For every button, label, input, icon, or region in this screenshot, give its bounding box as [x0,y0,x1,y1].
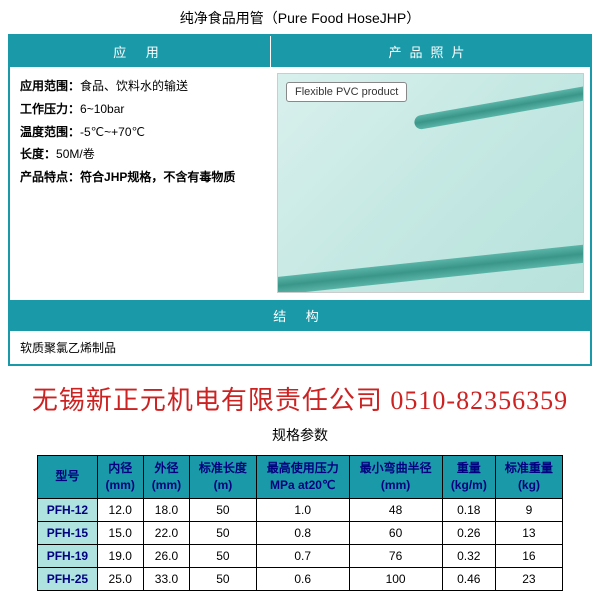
spec-cell: 33.0 [143,567,189,590]
table-row: PFH-2525.033.0500.61000.4623 [38,567,563,590]
hose-graphic [413,82,584,131]
spec-cell: 0.26 [442,521,496,544]
pressure-label: 工作压力： [20,102,80,116]
product-photo: Flexible PVC product [277,73,584,293]
spec-cell: 0.32 [442,544,496,567]
info-box: 应 用 产品照片 应用范围：食品、饮料水的输送 工作压力：6~10bar 温度范… [8,34,592,366]
spec-cell: 50 [190,521,257,544]
company-watermark: 无锡新正元机电有限责任公司 0510-82356359 [8,380,592,417]
spec-col-header: 标准长度(m) [190,456,257,499]
spec-cell: 0.46 [442,567,496,590]
spec-cell: 50 [190,544,257,567]
spec-title: 规格参数 [8,425,592,445]
spec-col-header: 外径(mm) [143,456,189,499]
spec-cell: 0.18 [442,498,496,521]
pressure-value: 6~10bar [80,102,124,116]
range-value: 食品、饮料水的输送 [80,79,188,93]
spec-cell: 19.0 [97,544,143,567]
spec-cell: 23 [496,567,563,590]
spec-cell: 15.0 [97,521,143,544]
spec-col-header: 内径(mm) [97,456,143,499]
spec-cell: 12.0 [97,498,143,521]
spec-col-header: 最小弯曲半径(mm) [349,456,442,499]
spec-cell: 26.0 [143,544,189,567]
table-row: PFH-1919.026.0500.7760.3216 [38,544,563,567]
spec-cell: 0.7 [256,544,349,567]
spec-cell: 0.8 [256,521,349,544]
model-cell: PFH-15 [38,521,97,544]
spec-col-header: 标准重量(kg) [496,456,563,499]
spec-col-header: 重量(kg/m) [442,456,496,499]
header-structure: 结 构 [10,299,590,331]
spec-cell: 48 [349,498,442,521]
spec-cell: 100 [349,567,442,590]
model-cell: PFH-25 [38,567,97,590]
spec-cell: 50 [190,498,257,521]
spec-cell: 1.0 [256,498,349,521]
temp-label: 温度范围： [20,125,80,139]
photo-caption: Flexible PVC product [286,82,407,102]
feature-value: 符合JHP规格，不含有毒物质 [80,170,235,184]
spec-cell: 76 [349,544,442,567]
spec-cell: 18.0 [143,498,189,521]
page-title: 纯净食品用管（Pure Food HoseJHP） [8,8,592,28]
spec-col-header: 最高使用压力MPa at20℃ [256,456,349,499]
spec-cell: 50 [190,567,257,590]
table-row: PFH-1212.018.0501.0480.189 [38,498,563,521]
spec-cell: 9 [496,498,563,521]
model-cell: PFH-19 [38,544,97,567]
spec-cell: 0.6 [256,567,349,590]
header-photo: 产品照片 [271,36,590,67]
spec-cell: 16 [496,544,563,567]
length-label: 长度： [20,147,56,161]
header-application: 应 用 [10,36,271,67]
temp-value: -5℃~+70℃ [80,125,145,139]
hose-graphic [277,238,584,293]
table-row: PFH-1515.022.0500.8600.2613 [38,521,563,544]
spec-cell: 22.0 [143,521,189,544]
feature-label: 产品特点： [20,170,80,184]
spec-cell: 60 [349,521,442,544]
spec-cell: 13 [496,521,563,544]
range-label: 应用范围： [20,79,80,93]
spec-table: 型号内径(mm)外径(mm)标准长度(m)最高使用压力MPa at20℃最小弯曲… [37,455,563,591]
application-details: 应用范围：食品、饮料水的输送 工作压力：6~10bar 温度范围：-5℃~+70… [10,67,271,299]
length-value: 50M/卷 [56,147,95,161]
structure-value: 软质聚氯乙烯制品 [10,331,590,364]
spec-col-header: 型号 [38,456,97,499]
model-cell: PFH-12 [38,498,97,521]
spec-cell: 25.0 [97,567,143,590]
